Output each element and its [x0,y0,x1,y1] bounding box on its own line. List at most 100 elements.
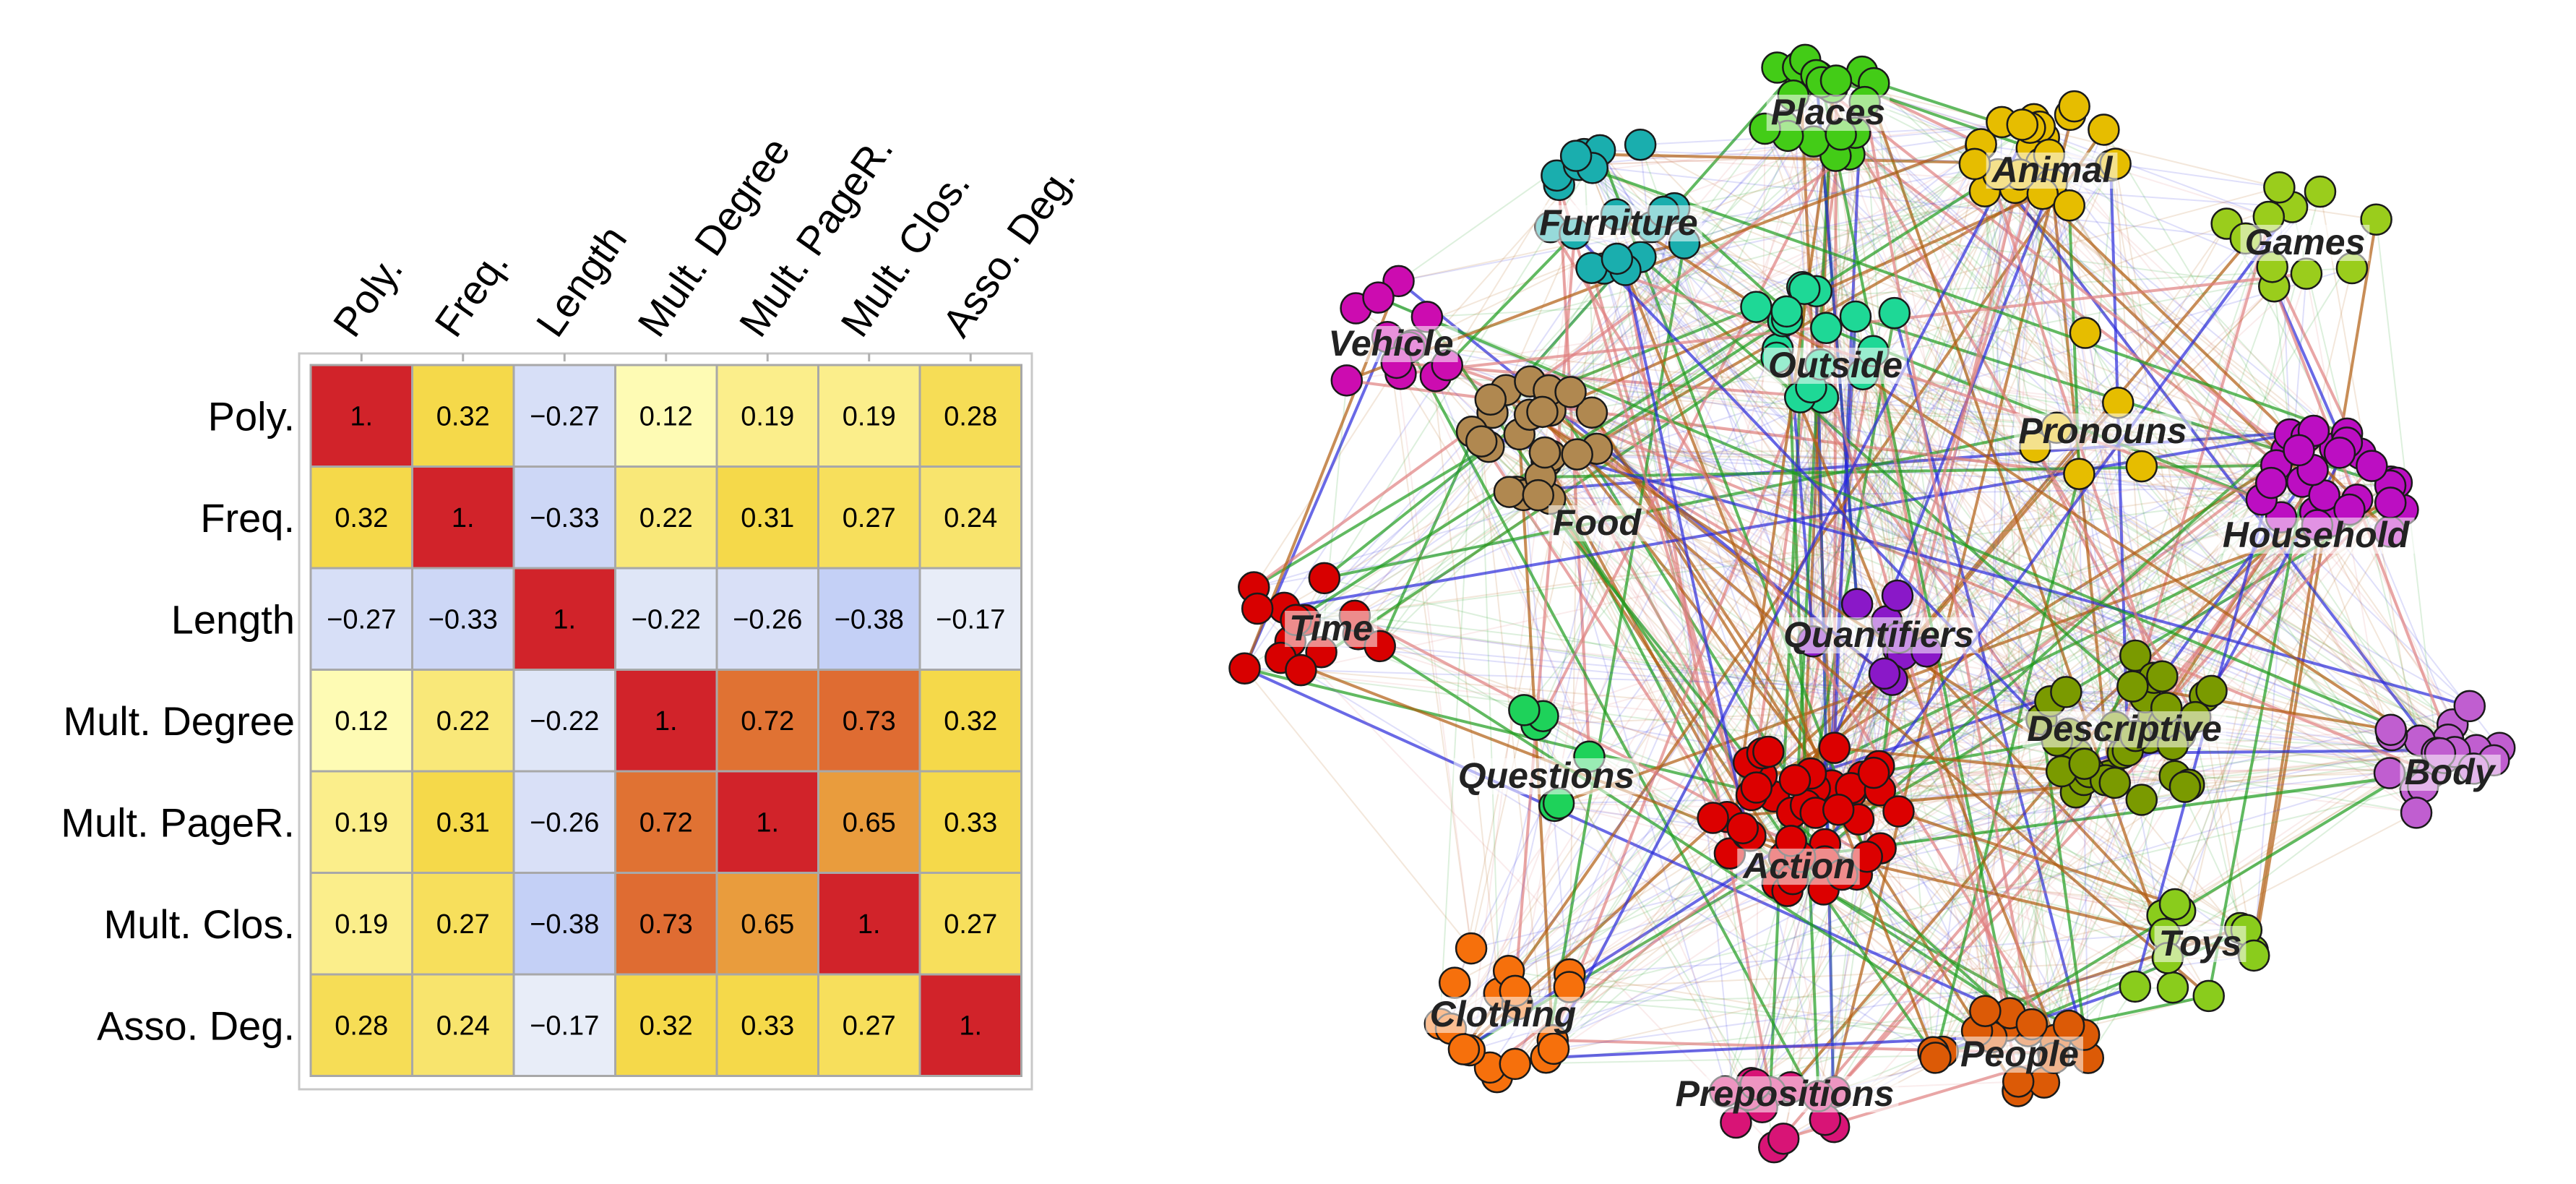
network-edge [1398,154,2050,282]
network-edge [1776,348,2057,1041]
column-label-length: Length [527,217,635,344]
cluster-label-prepositions: Prepositions [1676,1073,1895,1114]
network-node-quantifiers [1881,579,1914,612]
matrix-cell-6-3 [614,973,718,1077]
column-label-freq: Freq. [426,241,517,345]
network-edge [1863,101,2033,1025]
matrix-cell-value: 0.19 [843,401,896,432]
network-node-games [2290,257,2323,290]
matrix-cell-0-0 [309,364,413,468]
matrix-cell-value: −0.17 [530,1011,599,1041]
network-edge [1816,291,2432,773]
network-edge [2009,752,2441,1015]
matrix-cell-value: 0.32 [639,1011,693,1041]
network-node-animal [2053,189,2086,222]
network-edge [1573,232,2091,773]
network-edge [1776,119,2035,884]
network-edge [1663,211,1900,812]
network-node-descriptive [2125,784,2158,816]
network-edge [1984,126,2041,1011]
network-node-time [1228,652,1261,685]
cluster-label-body: Body [2405,752,2497,792]
matrix-cell-0-2 [512,364,616,468]
network-edge [1304,481,2391,621]
network-edge [1815,291,1835,1128]
cluster-label-bg [2014,413,2192,450]
network-node-furniture [1559,140,1593,172]
network-edge [1346,379,2080,476]
network-edge [2017,473,2080,1091]
matrix-cell-5-4 [715,872,819,976]
network-edge [1754,216,2270,1085]
network-edge [1505,233,1576,391]
matrix-cell-value: 0.19 [741,401,794,432]
network-node-outside [1770,295,1803,328]
network-edge [1320,82,1801,653]
network-edge [1616,258,2163,677]
network-node-toys [2158,888,2192,921]
network-edge [1813,141,2150,739]
network-edge [1290,154,2050,643]
network-edge [1764,128,2111,776]
matrix-cell-value: 1. [858,909,881,940]
network-edge [1872,351,1993,1037]
network-edge [1244,666,2033,1026]
network-edge [1304,481,2303,621]
network-edge [1591,411,2424,788]
network-edge [2030,509,2351,1025]
network-edge [1517,786,2424,1005]
network-edge [1616,258,2445,759]
network-edge [2252,219,2378,956]
network-edge [1767,187,2016,752]
network-node-outside [1839,300,1872,333]
network-edge [1517,987,2173,1005]
network-node-questions [1508,694,1541,726]
cluster-label-food: Food [1553,502,1642,543]
cluster-label-games: Games [2245,222,2366,262]
matrix-cell-2-0 [309,567,413,671]
network-edge [1861,71,2169,959]
network-node-descriptive [2146,660,2179,692]
network-node-food [1554,376,1587,408]
matrix-cell-0-1 [411,364,515,468]
matrix-cell-value: 1. [655,706,678,737]
network-node-animal [2006,108,2039,141]
network-edge [1801,286,2282,518]
matrix-cell-0-6 [918,364,1022,468]
matrix-cell-value: 0.12 [639,401,693,432]
network-edge [1984,191,2417,813]
network-edge [1591,411,2392,731]
network-edge [1815,751,2455,814]
network-edge [1253,445,1490,589]
matrix-cell-4-4 [715,770,819,874]
network-edge [1280,657,1937,1059]
matrix-cell-5-6 [918,872,1022,976]
cluster-label-bg [2154,926,2247,962]
network-edge [1557,184,1591,757]
matrix-cell-4-2 [512,770,616,874]
network-edge [1578,164,2246,239]
network-node-food [1474,383,1507,416]
network-edge [1819,82,2012,1014]
network-edge [1579,155,1836,166]
network-edge [1257,608,2432,773]
row-label-length: Length [171,596,295,642]
matrix-cell-value: 0.72 [741,706,794,737]
network-edge [1754,128,1766,1085]
matrix-cell-value: −0.17 [936,604,1005,635]
matrix-cell-6-5 [817,973,921,1077]
network-node-household [2374,486,2407,519]
network-edge [1848,154,2174,745]
network-edge [1517,485,2391,1005]
row-label-mult-clos: Mult. Clos. [104,901,296,947]
cluster-label-bg [1737,849,1860,885]
network-node-descriptive [2068,747,2101,780]
network-node-clothing [1499,1047,1532,1081]
network-edge [1673,144,1981,210]
network-edge [1837,163,2043,810]
network-edge [1490,186,2280,400]
network-edge [1838,316,1856,810]
network-edge [1543,452,1737,1123]
network-edge [1541,134,1843,717]
network-edge [1439,402,2119,1025]
